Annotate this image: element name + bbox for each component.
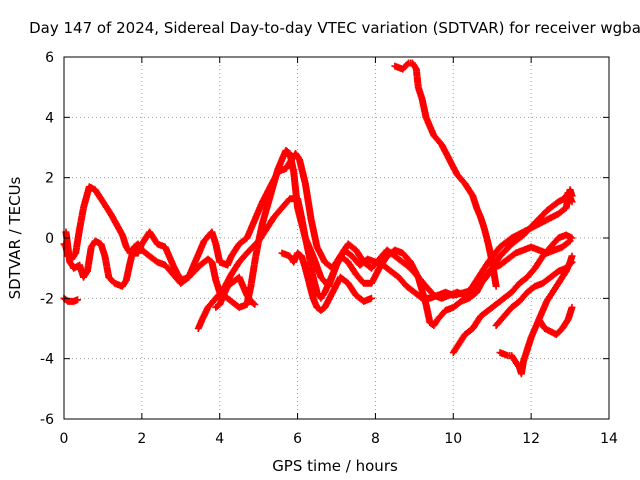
y-tick-label: -4 — [40, 352, 54, 368]
x-tick-label: 2 — [137, 431, 146, 447]
y-tick-label: 2 — [45, 171, 54, 187]
series-layer — [60, 59, 576, 378]
y-axis-label: SDTVAR / TECUs — [6, 176, 24, 299]
series-track-5 — [212, 273, 259, 311]
series-markers — [194, 195, 574, 332]
series-markers — [278, 249, 375, 314]
x-tick-label: 0 — [60, 431, 69, 447]
x-tick-label: 4 — [215, 431, 224, 447]
x-tick-label: 14 — [600, 431, 618, 447]
y-tick-label: 4 — [45, 110, 54, 126]
x-tick-label: 12 — [522, 431, 540, 447]
x-tick-label: 10 — [444, 431, 462, 447]
grid — [64, 57, 609, 419]
y-tick-label: 6 — [45, 50, 54, 66]
x-tick-label: 6 — [293, 431, 302, 447]
y-tick-label: -2 — [40, 291, 54, 307]
x-axis-label: GPS time / hours — [272, 457, 398, 475]
chart-title: Day 147 of 2024, Sidereal Day-to-day VTE… — [29, 19, 640, 37]
series-track-7 — [391, 59, 500, 290]
series-markers — [535, 303, 576, 338]
series-track-11 — [535, 303, 576, 338]
series-markers — [449, 231, 576, 357]
series-track-8 — [449, 231, 576, 357]
series-track-6 — [278, 249, 375, 314]
y-tick-label: 0 — [45, 231, 54, 247]
y-tick-label: -6 — [40, 412, 54, 428]
axis-ticks: 0 2 4 6 8 10 12 14 -6 -4 -2 0 2 4 6 — [40, 50, 618, 447]
series-markers — [391, 59, 500, 290]
series-markers — [212, 273, 259, 311]
x-tick-label: 8 — [371, 431, 380, 447]
series-track-4 — [194, 195, 574, 332]
